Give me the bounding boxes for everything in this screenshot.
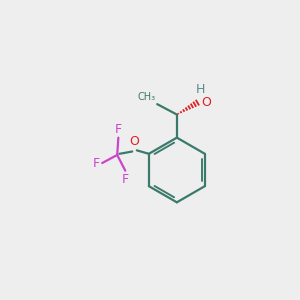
Text: F: F [115,123,122,136]
Text: F: F [122,173,129,186]
Text: O: O [202,97,212,110]
Text: O: O [130,135,140,148]
Text: F: F [93,157,100,169]
Text: CH₃: CH₃ [138,92,156,102]
Text: H: H [196,83,205,96]
